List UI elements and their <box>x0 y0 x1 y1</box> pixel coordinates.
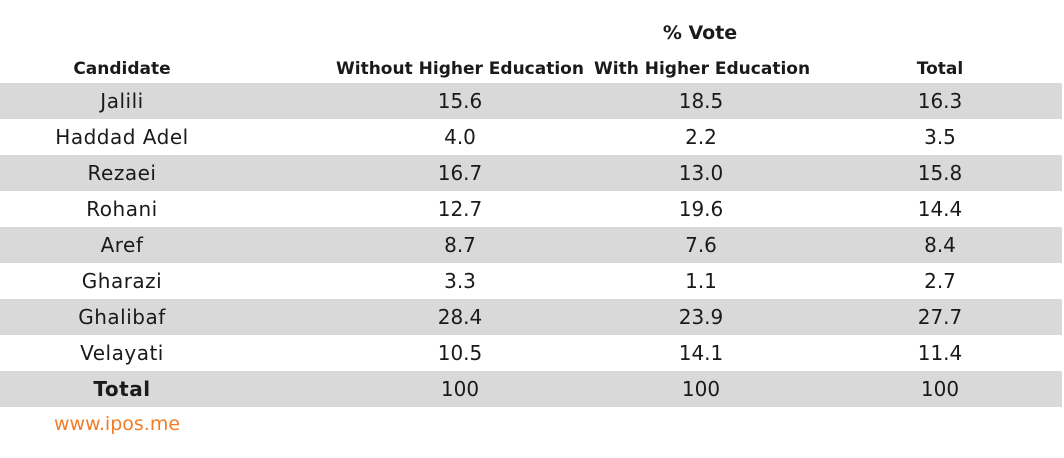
column-header-with-higher-education: With Higher Education <box>594 59 811 79</box>
table-row: Velayati 10.5 14.1 11.4 <box>0 335 1062 371</box>
column-header-candidate: Candidate <box>73 59 171 79</box>
without-higher-education-cell: 10.5 <box>437 341 483 365</box>
total-cell: 8.4 <box>924 233 956 257</box>
total-cell: 27.7 <box>917 305 963 329</box>
without-higher-education-cell: 15.6 <box>437 89 483 113</box>
source-watermark: www.ipos.me <box>54 413 181 435</box>
with-higher-education-cell: 100 <box>681 377 721 401</box>
with-higher-education-cell: 7.6 <box>685 233 717 257</box>
total-cell: 14.4 <box>917 197 963 221</box>
total-cell: 15.8 <box>917 161 963 185</box>
without-higher-education-cell: 28.4 <box>437 305 483 329</box>
with-higher-education-cell: 2.2 <box>685 125 717 149</box>
candidate-cell: Ghalibaf <box>78 305 166 329</box>
candidate-cell: Rohani <box>86 197 158 221</box>
without-higher-education-cell: 8.7 <box>444 233 476 257</box>
vote-percent-header: % Vote <box>662 22 738 44</box>
table-row: Haddad Adel 4.0 2.2 3.5 <box>0 119 1062 155</box>
table-total-row: Total 100 100 100 <box>0 371 1062 407</box>
table-row: Aref 8.7 7.6 8.4 <box>0 227 1062 263</box>
total-cell: 11.4 <box>917 341 963 365</box>
with-higher-education-cell: 18.5 <box>678 89 724 113</box>
without-higher-education-cell: 16.7 <box>437 161 483 185</box>
without-higher-education-cell: 4.0 <box>444 125 476 149</box>
candidate-cell: Jalili <box>100 89 144 113</box>
candidate-cell: Gharazi <box>81 269 163 293</box>
total-cell: 2.7 <box>924 269 956 293</box>
table-row: Rohani 12.7 19.6 14.4 <box>0 191 1062 227</box>
without-higher-education-cell: 100 <box>440 377 480 401</box>
table-row: Ghalibaf 28.4 23.9 27.7 <box>0 299 1062 335</box>
without-higher-education-cell: 12.7 <box>437 197 483 221</box>
with-higher-education-cell: 13.0 <box>678 161 724 185</box>
candidate-cell: Total <box>93 377 151 401</box>
total-cell: 100 <box>920 377 960 401</box>
with-higher-education-cell: 1.1 <box>685 269 717 293</box>
table-header-row: Candidate Without Higher Education With … <box>0 55 1064 83</box>
without-higher-education-cell: 3.3 <box>444 269 476 293</box>
with-higher-education-cell: 23.9 <box>678 305 724 329</box>
total-cell: 3.5 <box>924 125 956 149</box>
table-body: Jalili 15.6 18.5 16.3 Haddad Adel 4.0 2.… <box>0 83 1064 407</box>
table-row: Gharazi 3.3 1.1 2.7 <box>0 263 1062 299</box>
with-higher-education-cell: 19.6 <box>678 197 724 221</box>
candidate-cell: Velayati <box>80 341 164 365</box>
candidate-cell: Haddad Adel <box>55 125 189 149</box>
candidate-cell: Rezaei <box>87 161 157 185</box>
table-row: Rezaei 16.7 13.0 15.8 <box>0 155 1062 191</box>
candidate-cell: Aref <box>100 233 144 257</box>
total-cell: 16.3 <box>917 89 963 113</box>
with-higher-education-cell: 14.1 <box>678 341 724 365</box>
table-super-header: % Vote <box>0 18 1064 48</box>
column-header-without-higher-education: Without Higher Education <box>336 59 584 79</box>
table-row: Jalili 15.6 18.5 16.3 <box>0 83 1062 119</box>
column-header-total: Total <box>916 59 964 79</box>
